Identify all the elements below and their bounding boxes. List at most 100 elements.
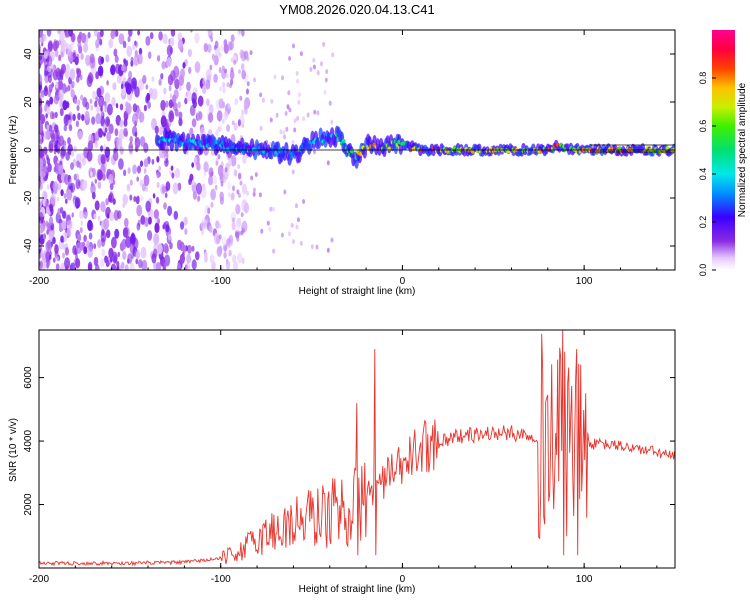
noise-blob (76, 105, 80, 111)
noise-blob (205, 219, 208, 225)
noise-blob (270, 98, 274, 104)
noise-blob (55, 40, 60, 49)
noise-blob (46, 30, 52, 37)
noise-blob (39, 182, 43, 191)
noise-blob (100, 56, 104, 64)
noise-blob (221, 236, 227, 246)
noise-blob (65, 63, 71, 73)
noise-blob (200, 186, 207, 199)
noise-blob (237, 121, 241, 127)
snr-axes: -200 -100 0 100 2000 4000 6000 (23, 330, 675, 585)
noise-blob (67, 137, 71, 145)
noise-blob (72, 52, 76, 59)
noise-blob (237, 164, 241, 170)
colorbar-ticks: 0.0 0.2 0.4 0.6 0.8 (698, 72, 716, 276)
noise-blob (48, 216, 54, 226)
noise-blob (132, 164, 138, 175)
noise-blob (213, 45, 217, 51)
noise-blob (93, 243, 97, 250)
noise-blob (46, 55, 53, 67)
noise-blob (147, 101, 151, 109)
noise-blob (240, 63, 245, 71)
noise-blob (103, 143, 107, 151)
noise-blob (75, 173, 80, 181)
noise-blob (135, 251, 140, 260)
noise-blob (288, 107, 292, 113)
noise-blob (100, 30, 104, 38)
noise-blob (52, 181, 59, 193)
noise-blob (191, 179, 195, 186)
noise-blob (97, 65, 104, 77)
noise-blob (252, 191, 256, 197)
noise-blob (89, 57, 96, 69)
noise-blob (210, 36, 214, 43)
noise-blob (191, 259, 197, 270)
noise-blob (154, 125, 159, 135)
noise-blob (59, 107, 64, 117)
noise-blob (131, 77, 137, 90)
noise-blob (215, 129, 219, 137)
noise-blob (122, 202, 125, 208)
noise-blob (49, 254, 52, 260)
noise-blob (126, 183, 131, 192)
noise-blob (116, 74, 122, 84)
noise-blob (178, 117, 183, 127)
noise-blob (67, 219, 73, 230)
noise-blob (154, 217, 158, 224)
noise-blob (316, 70, 320, 76)
signal-core (341, 138, 346, 144)
y-tick-label: -40 (23, 238, 34, 253)
noise-blob (165, 158, 168, 164)
noise-blob (232, 254, 237, 264)
noise-blob (179, 85, 182, 91)
colorbar-tick-label: 0.4 (698, 168, 708, 181)
noise-blob (56, 196, 60, 202)
noise-blob (198, 111, 203, 120)
noise-blob (135, 196, 140, 205)
noise-blob (230, 192, 235, 201)
x-tick-label: 100 (576, 276, 593, 287)
noise-blob (186, 90, 192, 102)
noise-blob (207, 30, 212, 36)
noise-blob (153, 209, 159, 220)
noise-blob (53, 94, 59, 105)
noise-blob (70, 162, 74, 171)
noise-blob (61, 39, 68, 52)
noise-blob (192, 191, 197, 200)
noise-blob (118, 128, 125, 141)
noise-blob (238, 230, 242, 236)
noise-blob (215, 220, 220, 229)
noise-blob (43, 51, 48, 59)
noise-blob (44, 199, 49, 208)
noise-blob (218, 234, 222, 240)
noise-blob (134, 86, 140, 98)
noise-blob (219, 191, 224, 201)
noise-blob (87, 246, 93, 258)
noise-blob (177, 101, 181, 109)
noise-blob (231, 120, 235, 126)
noise-blob (61, 220, 67, 230)
noise-blob (72, 113, 76, 121)
y-tick-label: 0 (23, 147, 34, 153)
noise-blob (114, 228, 120, 239)
noise-blob (136, 176, 139, 182)
noise-blob (218, 67, 222, 74)
noise-blob (140, 246, 147, 259)
noise-blob (288, 231, 291, 237)
noise-blob (140, 195, 144, 202)
noise-blob (170, 30, 176, 37)
noise-blob (176, 239, 183, 250)
noise-blob (190, 30, 193, 33)
noise-blob (56, 256, 59, 262)
noise-blob (228, 249, 232, 257)
noise-blob (129, 179, 133, 186)
noise-blob (153, 233, 160, 245)
noise-blob (69, 69, 74, 79)
noise-blob (115, 103, 119, 109)
noise-blob (306, 112, 310, 118)
noise-blob (299, 51, 303, 57)
noise-blob (86, 150, 93, 162)
noise-blob (230, 241, 233, 247)
noise-blob (203, 42, 209, 53)
noise-blob (221, 119, 225, 124)
